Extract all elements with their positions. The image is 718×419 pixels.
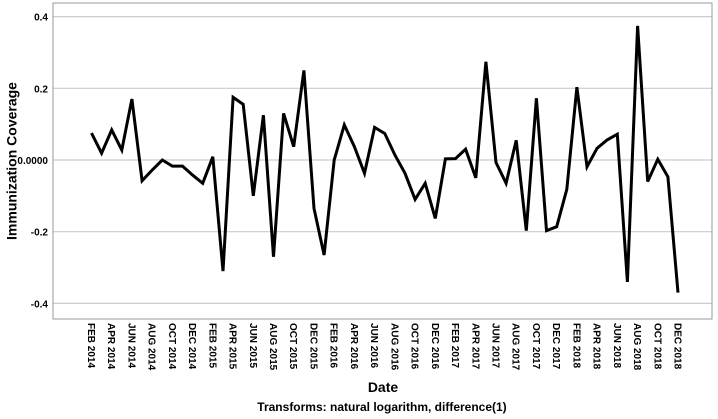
y-axis-label: Immunization Coverage <box>4 82 20 240</box>
x-tick-label: OCT 2016 <box>409 323 420 370</box>
x-tick-label: FEB 2016 <box>328 323 339 368</box>
x-tick-label: APR 2017 <box>469 323 480 370</box>
x-tick-label: JUN 2015 <box>247 323 258 368</box>
x-tick-label: OCT 2017 <box>530 323 541 370</box>
x-tick-label: FEB 2017 <box>449 323 460 368</box>
x-tick-label: AUG 2015 <box>267 323 278 371</box>
x-tick-label: AUG 2014 <box>146 323 157 371</box>
x-axis-label: Date <box>368 379 399 395</box>
y-tick-label: -0.4 <box>31 299 49 310</box>
x-tick-label: APR 2015 <box>227 323 238 370</box>
x-tick-label: FEB 2018 <box>570 323 581 368</box>
x-tick-label: APR 2016 <box>348 323 359 370</box>
y-tick-label: 0.2 <box>34 84 48 95</box>
x-tick-label: DEC 2017 <box>550 323 561 370</box>
x-tick-label: DEC 2016 <box>429 323 440 370</box>
x-tick-label: AUG 2017 <box>510 323 521 371</box>
x-tick-label: OCT 2015 <box>287 323 298 370</box>
footnote: Transforms: natural logarithm, differenc… <box>257 400 506 414</box>
x-tick-label: OCT 2014 <box>166 323 177 370</box>
x-tick-label: DEC 2018 <box>672 323 683 370</box>
x-tick-label: AUG 2018 <box>631 323 642 371</box>
gridlines <box>53 17 712 304</box>
plot-frame <box>53 3 712 319</box>
x-tick-label: AUG 2016 <box>388 323 399 371</box>
x-tick-label: OCT 2018 <box>651 323 662 370</box>
y-tick-label: 0.4 <box>34 13 48 24</box>
x-tick-label: APR 2014 <box>105 323 116 370</box>
x-tick-label: FEB 2014 <box>85 323 96 368</box>
x-tick-label: JUN 2014 <box>125 323 136 368</box>
y-axis-ticks: 0.4 0.2 0.0000 -0.2 -0.4 <box>17 13 48 311</box>
x-tick-label: JUN 2018 <box>611 323 622 368</box>
x-tick-label: JUN 2016 <box>368 323 379 368</box>
x-tick-label: FEB 2015 <box>206 323 217 368</box>
x-axis-ticks: FEB 2014 APR 2014 JUN 2014 AUG 2014 OCT 2014… <box>85 323 683 371</box>
y-tick-label: 0.0000 <box>17 156 48 167</box>
y-tick-label: -0.2 <box>31 228 49 239</box>
x-tick-label: JUN 2017 <box>489 323 500 368</box>
x-tick-label: DEC 2014 <box>186 323 197 370</box>
x-tick-label: APR 2018 <box>591 323 602 370</box>
x-tick-label: DEC 2015 <box>307 323 318 370</box>
series-line <box>92 26 679 293</box>
